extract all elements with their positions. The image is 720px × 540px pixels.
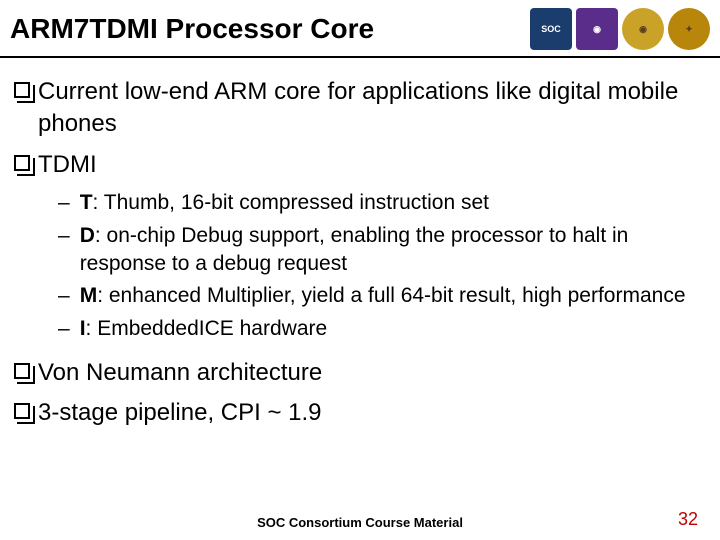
footer-text: SOC Consortium Course Material (0, 515, 720, 530)
content-area: Current low-end ARM core for application… (0, 58, 720, 430)
logo-2: ◉ (576, 8, 618, 50)
sub-item-d: – D: on-chip Debug support, enabling the… (58, 222, 706, 279)
sub-desc-d: : on-chip Debug support, enabling the pr… (80, 224, 629, 275)
page-number: 32 (678, 509, 698, 530)
logo-soc: SOC (530, 8, 572, 50)
page-title: ARM7TDMI Processor Core (10, 13, 374, 45)
sub-label-d: D (80, 224, 95, 247)
sub-text-d: D: on-chip Debug support, enabling the p… (80, 222, 706, 279)
bullet-text-4: 3-stage pipeline, CPI ~ 1.9 (38, 397, 322, 429)
bullet-item-4: 3-stage pipeline, CPI ~ 1.9 (14, 397, 706, 429)
square-bullet-icon (14, 82, 30, 98)
bullet-item-1: Current low-end ARM core for application… (14, 76, 706, 141)
bullet-item-2: TDMI (14, 149, 706, 181)
bullet-text-2: TDMI (38, 149, 97, 181)
header: ARM7TDMI Processor Core SOC ◉ ◉ ✦ (0, 0, 720, 58)
logo-row: SOC ◉ ◉ ✦ (530, 8, 710, 50)
sub-label-t: T (80, 191, 93, 214)
sub-item-i: – I: EmbeddedICE hardware (58, 315, 706, 343)
logo-4: ✦ (668, 8, 710, 50)
sub-item-m: – M: enhanced Multiplier, yield a full 6… (58, 282, 706, 310)
tdmi-sublist: – T: Thumb, 16-bit compressed instructio… (58, 189, 706, 343)
sub-text-i: I: EmbeddedICE hardware (80, 315, 327, 343)
sub-desc-t: : Thumb, 16-bit compressed instruction s… (93, 191, 489, 214)
sub-item-t: – T: Thumb, 16-bit compressed instructio… (58, 189, 706, 217)
square-bullet-icon (14, 403, 30, 419)
sub-desc-i: : EmbeddedICE hardware (86, 317, 328, 340)
dash-icon: – (58, 282, 70, 310)
square-bullet-icon (14, 363, 30, 379)
sub-text-m: M: enhanced Multiplier, yield a full 64-… (80, 282, 686, 310)
sub-text-t: T: Thumb, 16-bit compressed instruction … (80, 189, 489, 217)
dash-icon: – (58, 189, 70, 217)
bullet-text-1: Current low-end ARM core for application… (38, 76, 706, 141)
sub-desc-m: : enhanced Multiplier, yield a full 64-b… (97, 284, 685, 307)
bullet-text-3: Von Neumann architecture (38, 357, 322, 389)
dash-icon: – (58, 222, 70, 250)
logo-3: ◉ (622, 8, 664, 50)
sub-label-m: M (80, 284, 98, 307)
dash-icon: – (58, 315, 70, 343)
square-bullet-icon (14, 155, 30, 171)
bullet-item-3: Von Neumann architecture (14, 357, 706, 389)
